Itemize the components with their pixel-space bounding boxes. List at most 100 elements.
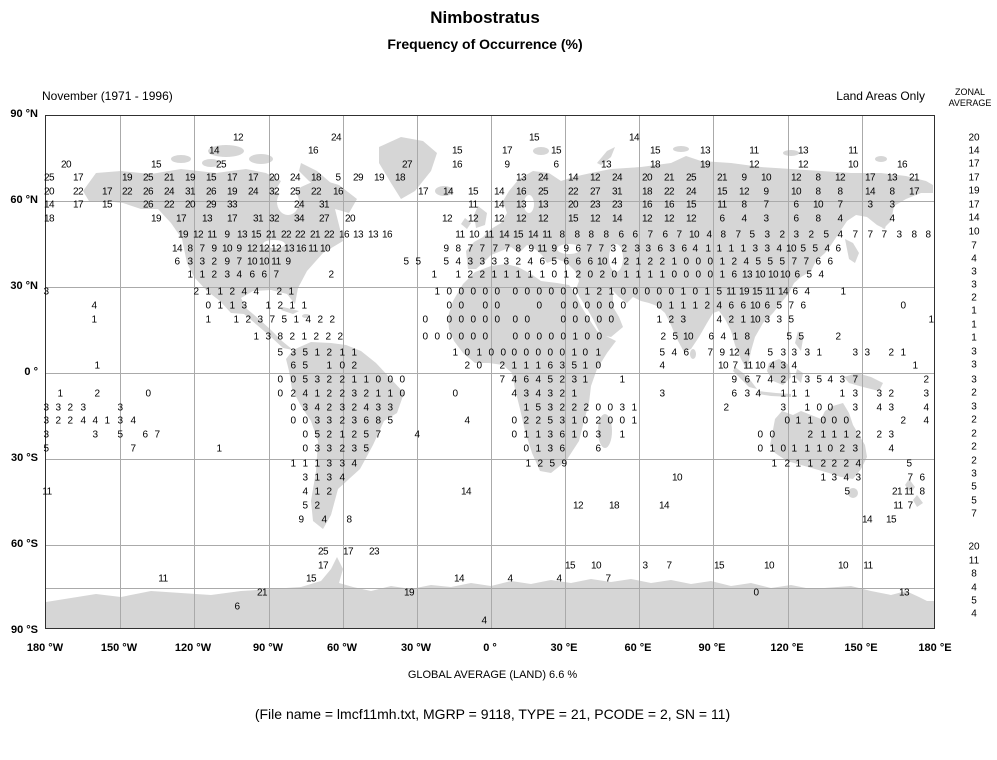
map-value: 5 — [335, 172, 341, 184]
map-value: 3 — [791, 347, 797, 359]
map-value: 2 — [339, 374, 345, 386]
map-value: 2 — [728, 314, 734, 326]
map-value: 2 — [314, 500, 320, 512]
map-value: 0 — [843, 415, 849, 427]
map-value: 0 — [753, 587, 759, 599]
map-value: 2 — [67, 415, 73, 427]
map-value: 3 — [852, 388, 858, 400]
map-value: 22 — [294, 229, 306, 241]
map-value: 11 — [749, 145, 759, 157]
map-value: 15 — [101, 199, 113, 211]
map-value: 6 — [575, 243, 581, 255]
map-value: 1 — [434, 286, 440, 298]
map-value: 6 — [815, 256, 821, 268]
map-value: 1 — [187, 269, 193, 281]
map-value: 4 — [351, 458, 357, 470]
zonal-average-value: 10 — [968, 226, 980, 238]
map-value: 6 — [919, 472, 925, 484]
map-value: 1 — [740, 314, 746, 326]
map-value: 21 — [163, 172, 175, 184]
map-value: 19 — [738, 286, 750, 298]
map-value: 4 — [889, 213, 895, 225]
map-value: 13 — [352, 229, 364, 241]
map-value: 1 — [563, 269, 569, 281]
map-value: 3 — [43, 415, 49, 427]
map-value: 19 — [150, 213, 162, 225]
map-value: 6 — [764, 300, 770, 312]
map-value: 5 — [788, 314, 794, 326]
map-value: 0 — [900, 300, 906, 312]
map-value: 13 — [537, 199, 549, 211]
map-value: 0 — [452, 388, 458, 400]
map-value: 12 — [246, 243, 258, 255]
map-value: 1 — [807, 458, 813, 470]
map-value: 1 — [705, 243, 711, 255]
map-value: 0 — [488, 347, 494, 359]
map-value: 17 — [226, 213, 238, 225]
map-value: 24 — [293, 199, 305, 211]
map-value: 1 — [635, 269, 641, 281]
map-value: 1 — [771, 458, 777, 470]
map-value: 0 — [548, 331, 554, 343]
gridline-vertical — [491, 116, 492, 628]
lat-axis-label: 90 °N — [10, 108, 38, 120]
map-value: 15 — [685, 199, 697, 211]
map-value: 0 — [536, 300, 542, 312]
map-value: 14 — [777, 286, 789, 298]
map-value: 7 — [605, 573, 611, 585]
gridline-vertical — [269, 116, 270, 628]
map-value: 22 — [121, 186, 133, 198]
map-value: 2 — [326, 347, 332, 359]
map-value: 2 — [668, 314, 674, 326]
map-value: 4 — [455, 256, 461, 268]
map-value: 2 — [807, 429, 813, 441]
map-value: 6 — [794, 269, 800, 281]
map-value: 5 — [798, 331, 804, 343]
map-value: 9 — [443, 243, 449, 255]
map-value: 7 — [763, 199, 769, 211]
map-value: 12 — [515, 213, 527, 225]
map-value: 1 — [301, 300, 307, 312]
map-value: 2 — [339, 443, 345, 455]
map-value: 4 — [827, 374, 833, 386]
map-value: 4 — [527, 256, 533, 268]
map-value: 1 — [680, 286, 686, 298]
map-value: 10 — [837, 560, 849, 572]
map-value: 0 — [494, 314, 500, 326]
map-value: 0 — [512, 331, 518, 343]
map-value: 1 — [301, 331, 307, 343]
zonal-average-value: 3 — [971, 374, 977, 386]
map-value: 4 — [843, 472, 849, 484]
lon-axis-label: 180 °W — [26, 642, 64, 654]
map-value: 19 — [121, 172, 133, 184]
map-value: 0 — [536, 286, 542, 298]
map-value: 3 — [804, 374, 810, 386]
map-value: 3 — [117, 402, 123, 414]
zonal-average-value: 5 — [971, 481, 977, 493]
map-value: 4 — [837, 213, 843, 225]
zonal-average-value: 7 — [971, 508, 977, 520]
map-value: 2 — [317, 314, 323, 326]
map-value: 0 — [446, 300, 452, 312]
map-value: 0 — [595, 360, 601, 372]
map-value: 2 — [843, 458, 849, 470]
map-value: 0 — [572, 314, 578, 326]
map-value: 4 — [855, 458, 861, 470]
map-value: 2 — [855, 429, 861, 441]
map-value: 3 — [302, 472, 308, 484]
map-value: 0 — [494, 286, 500, 298]
map-value: 9 — [224, 229, 230, 241]
map-value: 7 — [707, 347, 713, 359]
map-value: 2 — [326, 374, 332, 386]
map-value: 15 — [512, 229, 524, 241]
map-value: 2 — [211, 256, 217, 268]
map-value: 13 — [283, 243, 295, 255]
map-value: 2 — [329, 314, 335, 326]
map-value: 17 — [247, 172, 259, 184]
map-value: 0 — [695, 269, 701, 281]
map-value: 2 — [67, 402, 73, 414]
map-value: 1 — [839, 388, 845, 400]
map-value: 12 — [192, 229, 204, 241]
map-value: 6 — [559, 443, 565, 455]
map-value: 12 — [537, 213, 549, 225]
